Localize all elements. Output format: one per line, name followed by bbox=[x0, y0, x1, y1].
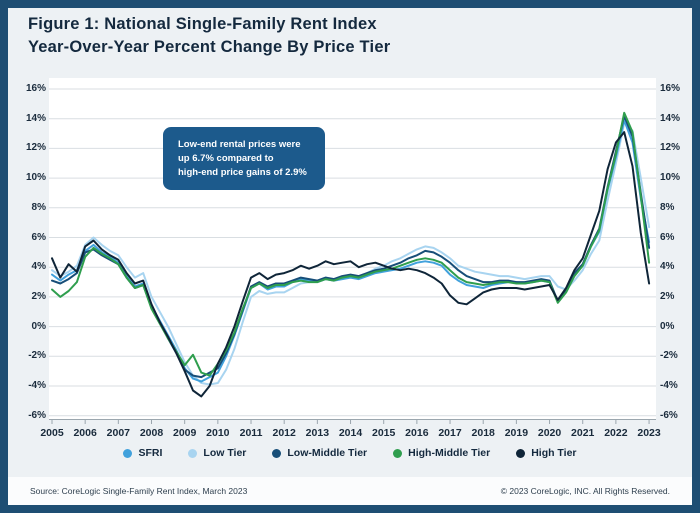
legend-label: SFRI bbox=[138, 447, 163, 459]
x-tick-label: 2011 bbox=[239, 427, 263, 439]
y-tick-label-right: 2% bbox=[660, 290, 675, 302]
legend-label: High Tier bbox=[531, 447, 577, 459]
y-tick-label-left: 16% bbox=[25, 83, 46, 94]
y-tick-label-right: 0% bbox=[660, 320, 675, 332]
y-tick-label-right: 10% bbox=[660, 172, 681, 184]
copyright-text: © 2023 CoreLogic, INC. All Rights Reserv… bbox=[500, 486, 670, 496]
x-tick-label: 2007 bbox=[106, 427, 130, 439]
legend-item-sfri: SFRI bbox=[123, 447, 162, 459]
y-tick-label-right: 6% bbox=[660, 231, 675, 243]
legend: SFRI Low Tier Low-Middle Tier High-Middle T… bbox=[0, 447, 700, 459]
x-tick-label: 2010 bbox=[206, 427, 230, 439]
y-tick-label-right: 14% bbox=[660, 112, 681, 124]
y-tick-label-left: 10% bbox=[25, 172, 46, 184]
legend-dot-icon bbox=[516, 448, 526, 458]
y-tick-label-left: 4% bbox=[31, 261, 46, 273]
x-tick-label: 2009 bbox=[172, 427, 197, 439]
y-tick-label-right: -2% bbox=[660, 350, 678, 362]
plot-area bbox=[49, 78, 656, 420]
callout-line1: Low-end rental prices were bbox=[178, 139, 301, 150]
y-tick-label-left: 12% bbox=[25, 142, 46, 154]
y-tick-label-right: 4% bbox=[660, 261, 675, 273]
callout-box: Low-end rental prices were up 6.7% compa… bbox=[163, 127, 325, 191]
y-tick-label-left: 6% bbox=[31, 231, 46, 243]
x-tick-label: 2023 bbox=[637, 427, 661, 439]
y-tick-label-right: -6% bbox=[660, 409, 678, 421]
x-tick-label: 2017 bbox=[438, 427, 462, 439]
x-tick-label: 2018 bbox=[471, 427, 495, 439]
legend-label: Low-Middle Tier bbox=[287, 447, 368, 459]
legend-item-low-middle-tier: Low-Middle Tier bbox=[272, 447, 367, 459]
x-tick-label: 2005 bbox=[40, 427, 64, 439]
legend-dot-icon bbox=[272, 448, 282, 458]
x-tick-label: 2008 bbox=[139, 427, 164, 439]
source-text: Source: CoreLogic Single-Family Rent Ind… bbox=[30, 486, 248, 496]
y-tick-label-right: 8% bbox=[660, 201, 675, 213]
callout-line3: high-end price gains of 2.9% bbox=[178, 166, 307, 178]
legend-dot-icon bbox=[123, 448, 133, 458]
x-tick-label: 2019 bbox=[504, 427, 529, 439]
legend-item-high-tier: High Tier bbox=[516, 447, 577, 459]
legend-dot-icon bbox=[393, 448, 403, 458]
chart-title-line2: Year-Over-Year Percent Change By Price T… bbox=[28, 38, 391, 57]
y-tick-label-right: -4% bbox=[660, 380, 678, 391]
y-tick-label-right: 12% bbox=[660, 142, 681, 154]
y-tick-label-left: 0% bbox=[31, 320, 46, 332]
series-line-high-tier bbox=[51, 131, 651, 398]
legend-label: Low Tier bbox=[203, 447, 247, 459]
y-tick-label-left: 14% bbox=[25, 112, 46, 124]
x-tick-label: 2014 bbox=[338, 427, 363, 439]
x-tick-label: 2013 bbox=[305, 427, 330, 439]
y-tick-label-left: 8% bbox=[31, 201, 46, 213]
y-tick-label-right: 16% bbox=[660, 83, 681, 94]
y-tick-label-left: -2% bbox=[28, 350, 46, 362]
x-tick-label: 2020 bbox=[537, 427, 562, 439]
x-tick-label: 2015 bbox=[372, 427, 396, 439]
chart-title: Figure 1: National Single-Family Rent In… bbox=[28, 13, 390, 60]
y-tick-label-left: -6% bbox=[28, 409, 46, 421]
x-tick-label: 2021 bbox=[571, 427, 595, 439]
legend-item-high-middle-tier: High-Middle Tier bbox=[393, 447, 490, 459]
legend-label: High-Middle Tier bbox=[408, 447, 491, 459]
x-tick-label: 2016 bbox=[405, 427, 429, 439]
chart-title-line1: Figure 1: National Single-Family Rent In… bbox=[28, 15, 377, 33]
x-tick-label: 2022 bbox=[604, 427, 628, 439]
legend-dot-icon bbox=[188, 448, 198, 458]
y-tick-label-left: -4% bbox=[28, 380, 46, 391]
callout-line2: up 6.7% compared to bbox=[178, 152, 274, 164]
x-tick-label: 2012 bbox=[272, 427, 296, 439]
footer-bar: Source: CoreLogic Single-Family Rent Ind… bbox=[8, 477, 692, 505]
x-tick-label: 2006 bbox=[73, 427, 97, 439]
y-tick-label-left: 2% bbox=[31, 290, 46, 302]
series-line-high-middle-tier bbox=[51, 111, 651, 377]
legend-item-low-tier: Low Tier bbox=[188, 447, 246, 459]
